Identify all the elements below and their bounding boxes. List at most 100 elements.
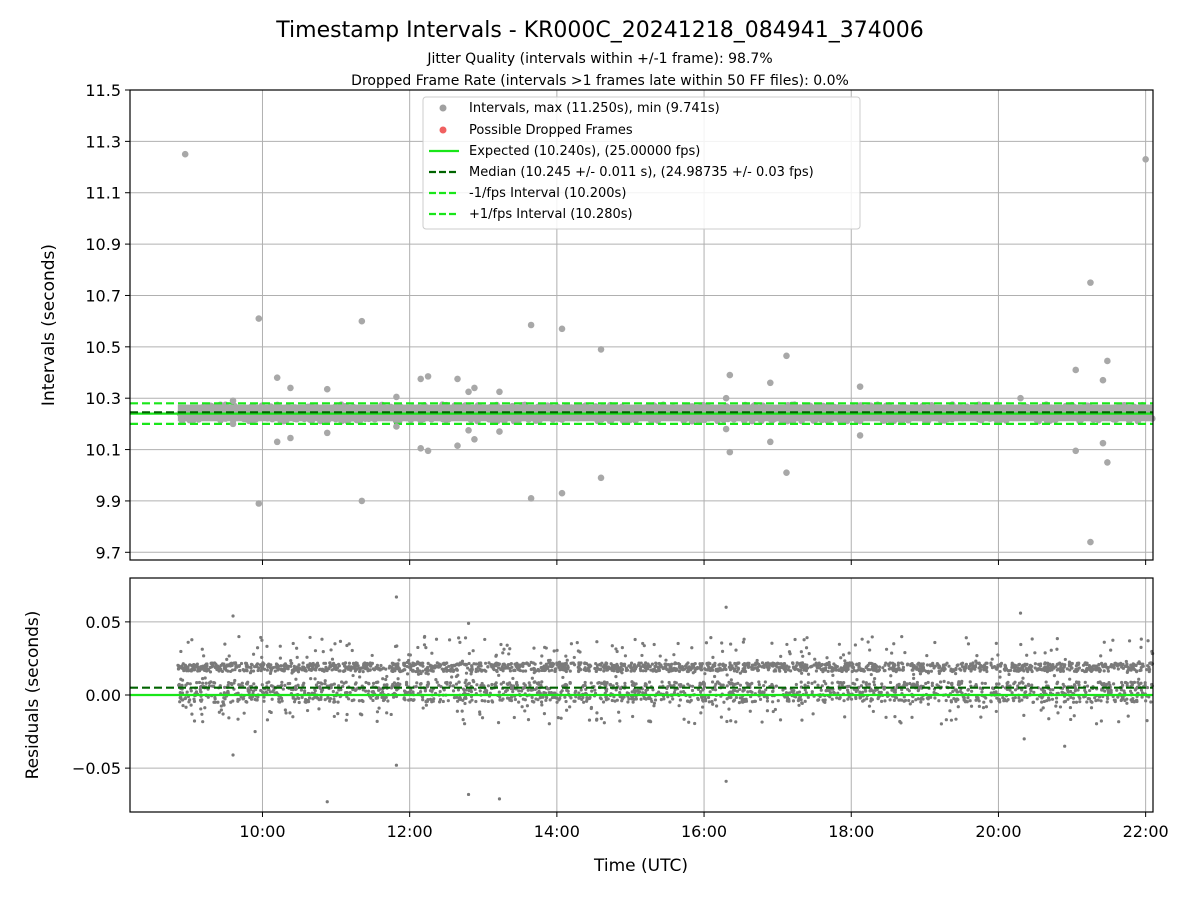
residual-point xyxy=(379,663,383,668)
residual-point xyxy=(539,700,544,704)
residual-point xyxy=(415,667,420,671)
residual-point xyxy=(727,680,731,684)
residual-point xyxy=(255,646,260,650)
residual-point xyxy=(332,667,336,671)
residual-point xyxy=(817,698,821,702)
residual-point xyxy=(1019,642,1023,647)
residual-point xyxy=(564,682,568,687)
residual-point xyxy=(995,682,999,686)
residual-point xyxy=(1007,672,1011,677)
residual-point xyxy=(685,669,690,674)
residual-point xyxy=(212,661,217,665)
residual-point xyxy=(404,690,408,694)
residual-point xyxy=(461,698,465,702)
residual-point xyxy=(710,699,714,704)
residual-point xyxy=(912,676,916,680)
residual-point xyxy=(357,669,362,674)
residual-point xyxy=(630,690,634,694)
residual-point xyxy=(209,680,213,684)
residual-point xyxy=(707,668,712,672)
residual-point xyxy=(1069,662,1073,667)
residual-point xyxy=(555,700,559,704)
residual-point xyxy=(649,668,653,672)
outlier-point-13 xyxy=(393,393,400,401)
residual-point xyxy=(824,689,828,693)
residual-point xyxy=(776,699,780,703)
residual-point xyxy=(370,661,375,666)
residual-point xyxy=(717,681,721,686)
residual-point xyxy=(608,682,613,687)
residual-point xyxy=(1059,664,1063,669)
residual-point xyxy=(855,662,859,666)
interval-point xyxy=(523,405,531,412)
residual-point xyxy=(765,696,769,700)
residual-point xyxy=(228,669,233,674)
residual-point xyxy=(1078,700,1082,704)
residual-point xyxy=(579,688,583,692)
residual-point xyxy=(785,642,789,647)
residual-point xyxy=(802,638,806,642)
residual-point xyxy=(528,683,532,687)
residual-point xyxy=(590,689,594,693)
residual-point xyxy=(1105,700,1109,704)
residual-point xyxy=(548,658,552,663)
residual-point xyxy=(1122,689,1126,693)
residual-point xyxy=(209,661,213,665)
outlier-point-11 xyxy=(1018,611,1023,615)
residual-point xyxy=(630,683,635,687)
residual-point xyxy=(894,669,898,674)
residual-point xyxy=(199,690,203,694)
residual-point xyxy=(371,690,375,694)
outlier-point-30 xyxy=(558,489,566,497)
residual-point xyxy=(980,681,984,685)
residual-point xyxy=(1076,662,1081,667)
residual-point xyxy=(742,688,746,692)
residual-point xyxy=(1031,700,1035,704)
residual-point xyxy=(735,669,739,674)
legend-entry-intervals: Intervals, max (11.250s), min (9.741s) xyxy=(439,101,720,116)
interval-point xyxy=(890,417,898,425)
residual-point xyxy=(234,663,238,667)
residual-point xyxy=(1076,668,1080,672)
residual-point xyxy=(347,661,352,665)
residual-point xyxy=(729,719,733,723)
residual-point xyxy=(720,641,724,645)
residual-point xyxy=(577,691,581,695)
residual-point xyxy=(999,662,1003,667)
residual-point xyxy=(619,665,623,669)
residual-point xyxy=(265,718,270,722)
intervals-grid xyxy=(130,89,1153,560)
residual-point xyxy=(361,669,365,674)
residual-point xyxy=(743,697,747,702)
residual-point xyxy=(237,683,241,687)
residual-point xyxy=(185,681,190,686)
residual-point xyxy=(783,665,787,669)
residual-point xyxy=(847,695,851,699)
residual-point xyxy=(229,700,233,704)
residual-point xyxy=(610,644,614,648)
residual-point xyxy=(568,705,572,709)
residual-point xyxy=(384,695,388,699)
residual-point xyxy=(595,718,599,722)
residual-point xyxy=(509,687,513,691)
residual-point xyxy=(451,689,456,693)
residual-point xyxy=(449,663,454,668)
residual-point xyxy=(297,700,301,705)
outlier-point-18 xyxy=(424,447,432,455)
residual-point xyxy=(196,665,200,669)
residual-point xyxy=(998,669,1002,674)
residual-point xyxy=(854,696,858,701)
residual-point xyxy=(1001,696,1005,700)
residual-point xyxy=(301,661,305,665)
interval-point xyxy=(784,401,792,409)
residual-point xyxy=(564,669,568,674)
residual-point xyxy=(884,715,888,719)
residual-point xyxy=(1143,681,1147,685)
residual-point xyxy=(1013,688,1018,692)
interval-point xyxy=(771,415,779,422)
residual-point xyxy=(411,661,415,665)
residual-point xyxy=(278,656,282,660)
outlier-point-36 xyxy=(726,448,734,456)
x-tick-label-1: 12:00 xyxy=(387,822,433,841)
residual-point xyxy=(187,700,191,704)
